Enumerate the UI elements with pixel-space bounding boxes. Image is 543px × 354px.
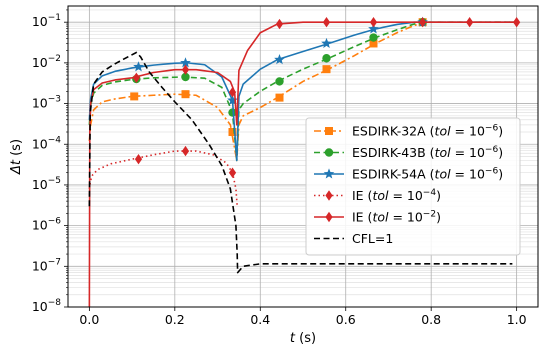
series-3 (88, 145, 238, 207)
x-tick-label: 0.0 (79, 312, 99, 327)
legend-label: ESDIRK-54A (tol = 10−6) (352, 167, 503, 182)
x-tick-label: 1.0 (507, 312, 527, 327)
legend-label: IE (tol = 10−4) (352, 188, 441, 203)
y-tick-label: 10−3 (32, 95, 61, 111)
x-tick-label: 0.2 (165, 312, 185, 327)
series-line (88, 21, 517, 162)
legend-label: IE (tol = 10−2) (352, 210, 441, 225)
x-tick-label: 0.4 (250, 312, 270, 327)
series-marker (132, 72, 140, 83)
y-tick-label: 10−6 (32, 217, 61, 233)
x-tick-label: 0.6 (336, 312, 356, 327)
y-tick-label: 10−5 (32, 176, 61, 192)
series-marker (228, 87, 237, 98)
legend-label: CFL=1 (352, 231, 393, 246)
series-marker (275, 77, 284, 86)
x-axis-label: t (s) (290, 331, 316, 346)
series-marker (181, 145, 190, 157)
series-line (88, 21, 517, 162)
series-marker (133, 61, 144, 72)
series-marker (181, 72, 190, 82)
legend-box (305, 117, 521, 256)
series-marker (275, 18, 284, 30)
series-4 (88, 16, 521, 307)
legend-marker (324, 148, 334, 157)
series-5 (88, 51, 513, 274)
series-marker (134, 153, 143, 165)
series-marker (513, 16, 521, 28)
series-marker (228, 108, 237, 117)
series-marker (369, 39, 378, 48)
legend-marker (325, 190, 333, 201)
y-axis-label: Δt (s) (9, 139, 24, 175)
y-tick-label: 10−8 (32, 298, 61, 314)
series-line (88, 21, 517, 162)
legend-label: ESDIRK-43B (tol = 10−6) (352, 145, 503, 160)
series-marker (369, 16, 378, 28)
legend-marker (323, 168, 335, 179)
series-marker (369, 33, 378, 42)
series-line (88, 51, 513, 274)
series-marker (180, 57, 191, 68)
y-tick-label: 10−7 (32, 257, 61, 273)
legend-marker (325, 127, 333, 135)
series-marker (181, 64, 190, 75)
y-tick-label: 10−4 (32, 135, 61, 151)
series-marker (275, 93, 284, 102)
y-tick-label: 10−1 (32, 13, 61, 29)
x-tick-label: 0.8 (421, 312, 441, 327)
series-marker (130, 92, 139, 101)
plot-area (88, 16, 521, 307)
series-marker (419, 16, 427, 28)
series-marker (322, 54, 331, 63)
y-tick-label: 10−2 (32, 54, 61, 70)
series-marker (228, 167, 237, 178)
series-marker (466, 16, 474, 28)
series-marker (227, 94, 238, 105)
legend: ESDIRK-32A (tol = 10−6) ESDIRK-43B (tol =… (305, 117, 521, 256)
ticks: 0.0 0.2 0.4 0.6 0.8 1.0 10−8 10−7 10−6 10−5 10−4 10… (32, 9, 527, 327)
series-marker (274, 54, 285, 65)
series-line (88, 150, 238, 207)
series-line (88, 21, 517, 307)
series-marker (322, 16, 331, 28)
series-marker (322, 65, 331, 74)
series-marker (181, 90, 190, 99)
series-marker (321, 37, 332, 48)
legend-label: ESDIRK-32A (tol = 10−6) (352, 124, 503, 139)
series-marker (228, 128, 237, 137)
series-marker (368, 23, 379, 34)
legend-marker (325, 211, 333, 223)
